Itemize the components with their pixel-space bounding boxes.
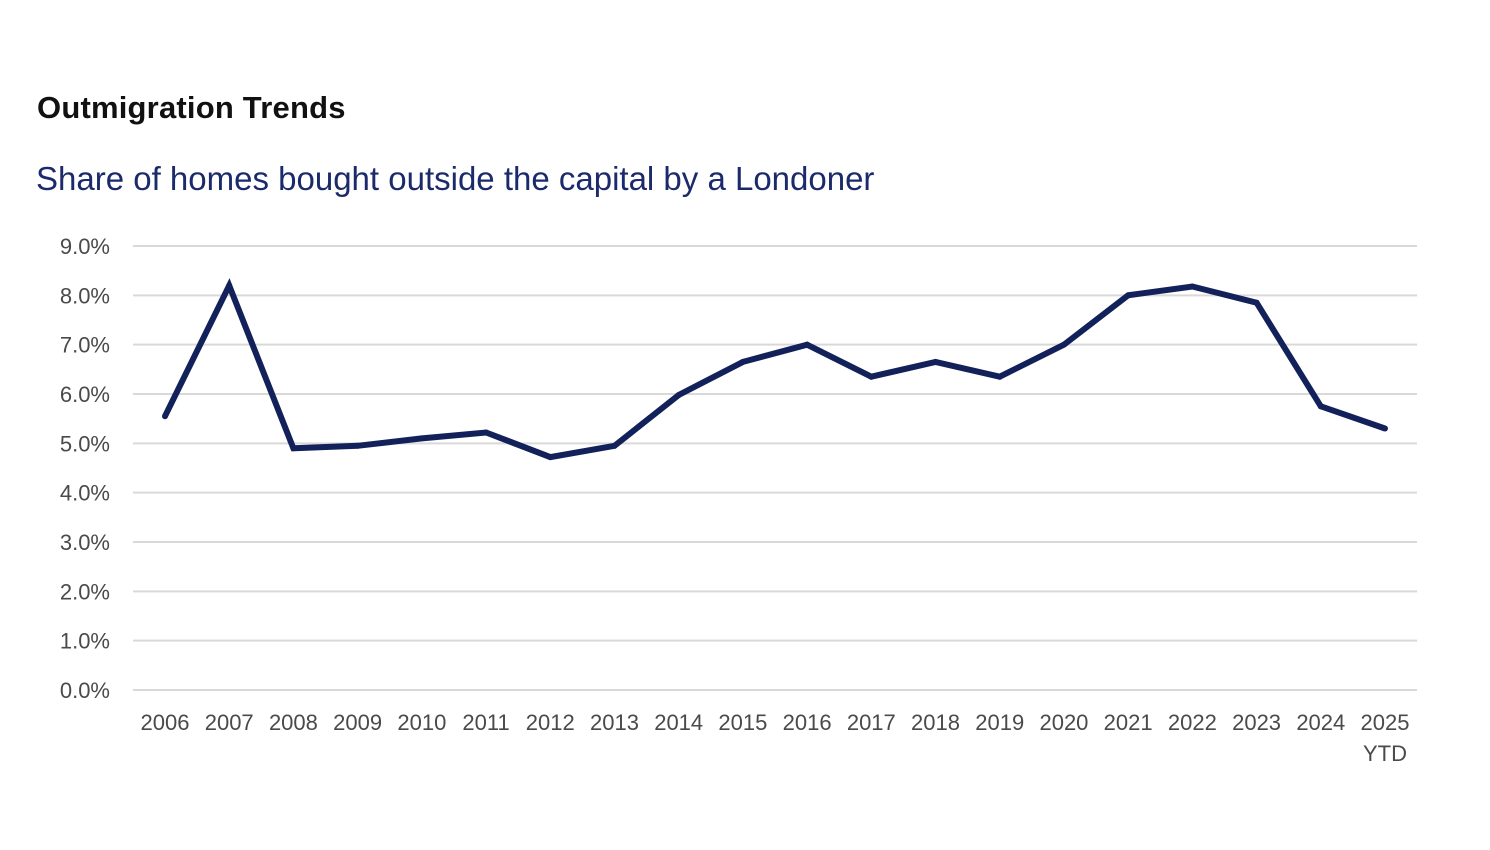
- y-tick-label: 6.0%: [60, 382, 110, 407]
- data-point: [1317, 403, 1324, 410]
- x-tick-label: 2023: [1232, 710, 1281, 735]
- data-point: [996, 373, 1003, 380]
- series-line: [162, 278, 1386, 461]
- x-tick-label: 2009: [333, 710, 382, 735]
- data-point: [162, 413, 168, 420]
- x-tick-label: 2017: [847, 710, 896, 735]
- data-point: [483, 429, 490, 436]
- x-tick-label: 2025 YTD: [1361, 710, 1410, 766]
- y-tick-label: 3.0%: [60, 530, 110, 555]
- x-tick-label: 2024: [1296, 710, 1345, 735]
- data-point: [226, 282, 233, 289]
- data-point: [290, 445, 297, 452]
- chart-title: Outmigration Trends: [37, 90, 346, 125]
- data-point: [675, 391, 682, 398]
- data-point: [739, 358, 746, 365]
- data-point: [418, 435, 425, 442]
- x-tick-label: 2016: [783, 710, 832, 735]
- y-tick-label: 7.0%: [60, 333, 110, 358]
- data-point: [1253, 299, 1260, 306]
- x-tick-label: 2010: [397, 710, 446, 735]
- gridlines: [133, 245, 1417, 691]
- x-tick-label: 2014: [654, 710, 703, 735]
- x-tick-label: 2013: [590, 710, 639, 735]
- data-point: [354, 442, 361, 449]
- data-point: [1125, 292, 1132, 299]
- y-tick-label: 0.0%: [60, 678, 110, 703]
- x-tick-label: 2015: [718, 710, 767, 735]
- y-tick-label: 2.0%: [60, 579, 110, 604]
- x-tick-label: 2011: [462, 710, 509, 735]
- x-tick-label: 2022: [1168, 710, 1217, 735]
- data-point: [932, 358, 939, 365]
- y-tick-label: 9.0%: [60, 234, 110, 259]
- x-tick-label: 2012: [526, 710, 575, 735]
- y-tick-label: 5.0%: [60, 431, 110, 456]
- y-tick-label: 1.0%: [60, 629, 110, 654]
- x-axis-tick-labels: 2006 2007 2008 2009 2010 2011 2012 2013 2014 2015…: [141, 710, 1410, 766]
- y-tick-label: 4.0%: [60, 481, 110, 506]
- y-tick-label: 8.0%: [60, 283, 110, 308]
- x-tick-label: 2018: [911, 710, 960, 735]
- x-tick-label: 2007: [205, 710, 254, 735]
- x-tick-label: 2006: [141, 710, 190, 735]
- x-tick-label: 2021: [1104, 710, 1153, 735]
- x-tick-label: 2008: [269, 710, 318, 735]
- data-point: [547, 454, 554, 461]
- x-tick-label: 2020: [1039, 710, 1088, 735]
- data-point: [804, 341, 811, 348]
- x-tick-label: 2019: [975, 710, 1024, 735]
- y-axis-tick-labels: 0.0% 1.0% 2.0% 3.0% 4.0% 5.0% 6.0% 7.0% 8.0% 9.0%: [60, 234, 110, 703]
- data-point: [868, 373, 875, 380]
- data-point: [1189, 283, 1196, 290]
- data-point: [1060, 341, 1067, 348]
- series-layer: [162, 278, 1388, 461]
- data-point: [1382, 425, 1388, 432]
- data-point: [611, 442, 618, 449]
- chart-subtitle: Share of homes bought outside the capita…: [36, 160, 875, 197]
